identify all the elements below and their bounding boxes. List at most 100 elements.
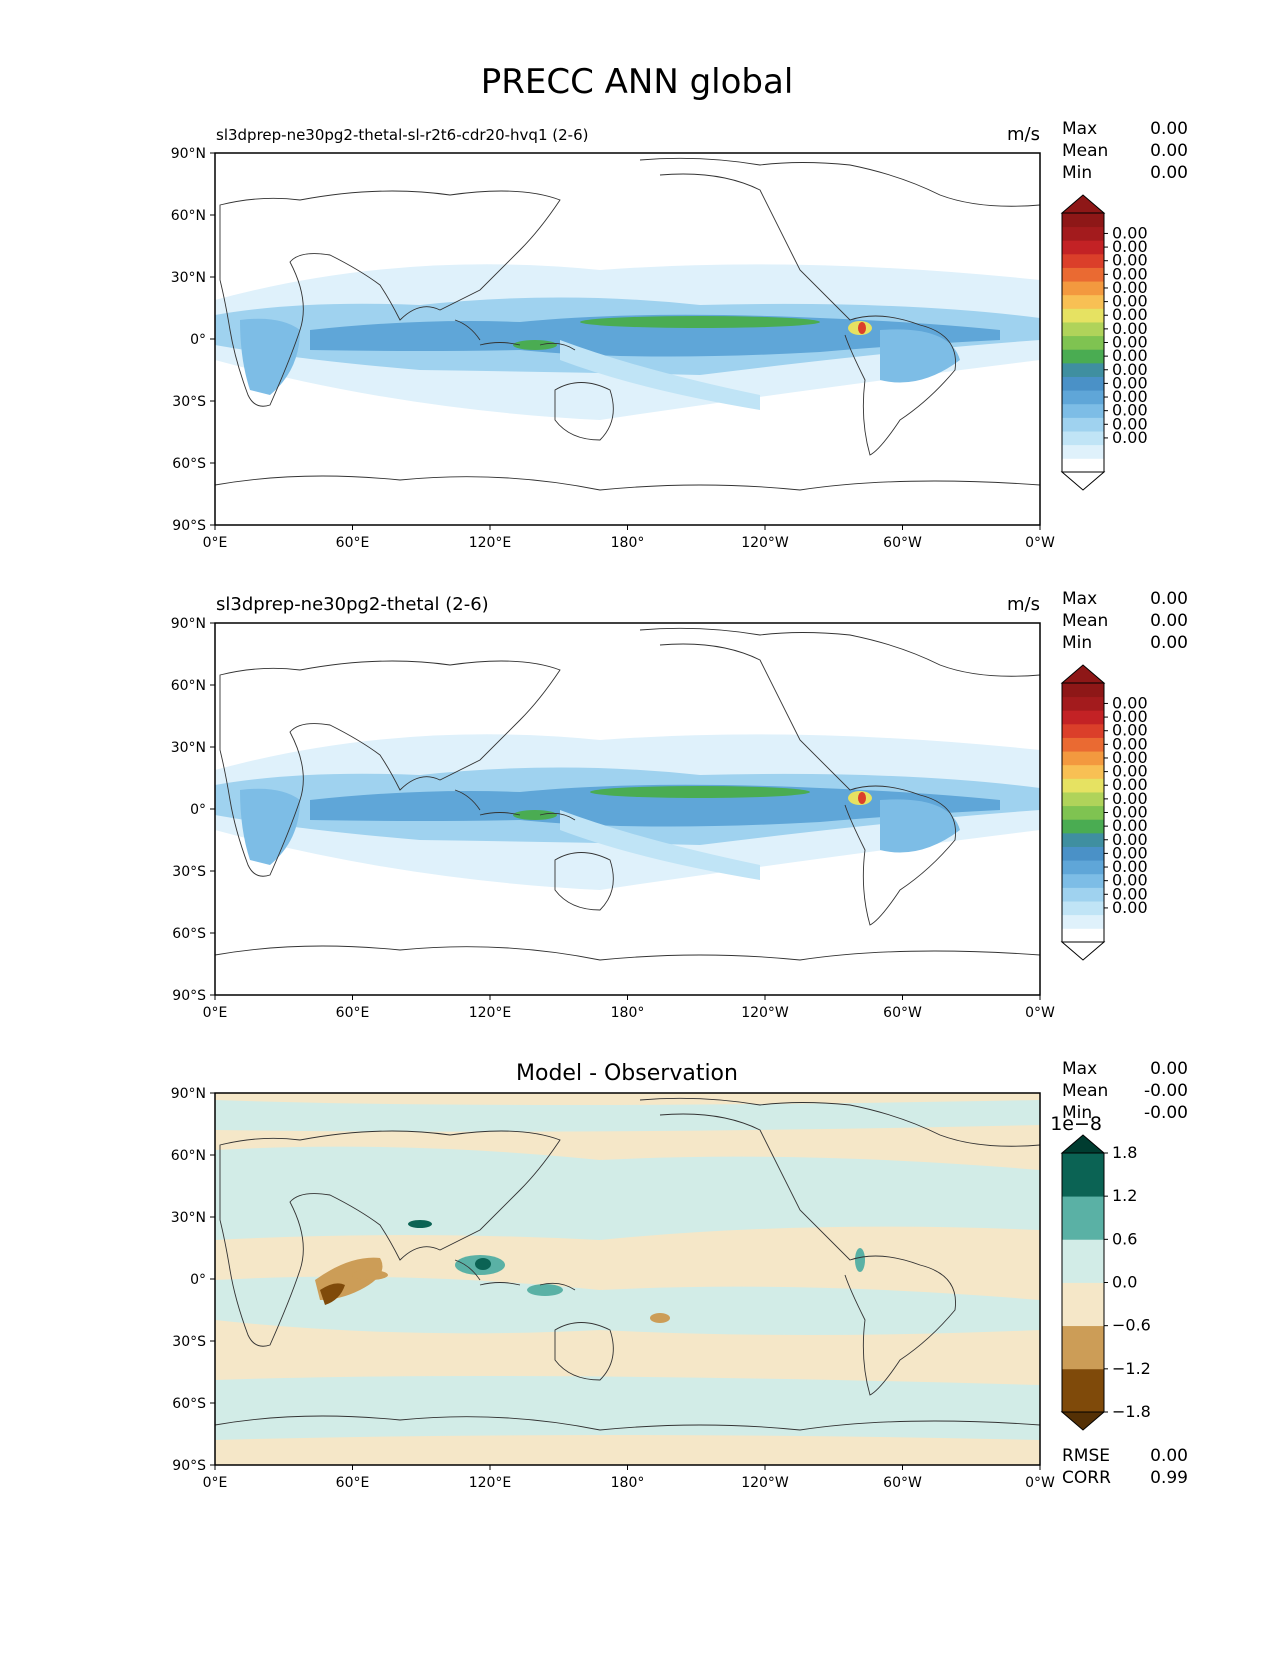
lat-tick-label: 90°N bbox=[171, 1086, 206, 1102]
colorbar-segment bbox=[1062, 308, 1104, 323]
colorbar-segment bbox=[1062, 431, 1104, 446]
lon-tick-label: 60°W bbox=[883, 1005, 922, 1021]
panel-1-stat-max-value: 0.00 bbox=[1150, 119, 1188, 139]
colorbar-segment bbox=[1062, 226, 1104, 241]
diff-positive-mid bbox=[215, 1146, 1040, 1240]
diff-positive-south bbox=[215, 1276, 1040, 1335]
panel-3: Model - Observation bbox=[171, 1059, 1188, 1491]
colorbar-tick-label: 0.00 bbox=[1112, 734, 1148, 753]
colorbar-segment bbox=[1062, 792, 1104, 807]
lat-tick-label: 30°S bbox=[172, 864, 206, 880]
lon-tick-label: 60°E bbox=[336, 1005, 370, 1021]
colorbar-tick-label: 0.00 bbox=[1112, 857, 1148, 876]
colorbar-segment bbox=[1062, 860, 1104, 875]
colorbar-tick-label: 0.00 bbox=[1112, 401, 1148, 420]
panel-3-stat-max-label: Max bbox=[1062, 1059, 1097, 1079]
colorbar-extend-high bbox=[1060, 194, 1106, 214]
colorbar-tick-label: −1.8 bbox=[1112, 1402, 1151, 1421]
colorbar-tick-label: 0.0 bbox=[1112, 1273, 1137, 1292]
lat-tick-label: 0° bbox=[190, 1272, 206, 1288]
colorbar-tick-label: 0.00 bbox=[1112, 346, 1148, 365]
colorbar-tick-label: 0.00 bbox=[1112, 693, 1148, 712]
panel-2-stat-min-value: 0.00 bbox=[1150, 633, 1188, 653]
panel-1: sl3dprep-ne30pg2-thetal-sl-r2t6-cdr20-hv… bbox=[171, 119, 1188, 551]
panel-3-corr-label: CORR bbox=[1062, 1468, 1111, 1488]
panel-1-stat-mean-value: 0.00 bbox=[1150, 141, 1188, 161]
panel-2-stat-min-label: Min bbox=[1062, 633, 1092, 653]
panel-1-left-title: sl3dprep-ne30pg2-thetal-sl-r2t6-cdr20-hv… bbox=[216, 126, 588, 144]
lon-tick-label: 120°W bbox=[741, 535, 789, 551]
panel-2-units: m/s bbox=[1007, 594, 1040, 615]
panel-3-stat-mean-label: Mean bbox=[1062, 1081, 1108, 1101]
colorbar-tick-label: 0.00 bbox=[1112, 803, 1148, 822]
panel-2-stat-mean-label: Mean bbox=[1062, 611, 1108, 631]
panel-3-rmse-label: RMSE bbox=[1062, 1446, 1110, 1466]
coastlines bbox=[215, 157, 1040, 491]
panel-3-corr-value: 0.99 bbox=[1150, 1468, 1188, 1488]
colorbar-segment bbox=[1062, 213, 1104, 228]
colorbar-tick-label: 0.00 bbox=[1112, 748, 1148, 767]
panel-3-rmse-value: 0.00 bbox=[1150, 1446, 1188, 1466]
colorbar-segment bbox=[1062, 723, 1104, 738]
colorbar-tick-label: 0.00 bbox=[1112, 305, 1148, 324]
colorbar-tick-label: 0.00 bbox=[1112, 830, 1148, 849]
colorbar-tick-label: 1.2 bbox=[1112, 1186, 1137, 1205]
colorbar-tick-label: 0.00 bbox=[1112, 373, 1148, 392]
colorbar-segment bbox=[1062, 294, 1104, 309]
colorbar-segment bbox=[1062, 281, 1104, 296]
colorbar-tick-label: 0.00 bbox=[1112, 292, 1148, 311]
panel-1-units: m/s bbox=[1007, 124, 1040, 145]
diff-positive-north bbox=[215, 1100, 1040, 1132]
panel-1-map bbox=[215, 153, 1040, 525]
colorbar-tick-label: 0.00 bbox=[1112, 333, 1148, 352]
colorbar-tick-label: 0.00 bbox=[1112, 319, 1148, 338]
colorbar-segment bbox=[1062, 710, 1104, 725]
colorbar-segment bbox=[1062, 751, 1104, 766]
panel-1-stat-max-label: Max bbox=[1062, 119, 1097, 139]
colorbar-segment bbox=[1062, 683, 1104, 698]
colorbar-tick-label: 0.00 bbox=[1112, 721, 1148, 740]
colorbar-segment bbox=[1062, 1153, 1104, 1197]
lat-tick-label: 0° bbox=[190, 332, 206, 348]
colorbar-segment bbox=[1062, 390, 1104, 405]
colorbar-tick-label: 0.00 bbox=[1112, 414, 1148, 433]
colorbar-tick-label: 0.00 bbox=[1112, 251, 1148, 270]
colorbar-segment bbox=[1062, 778, 1104, 793]
panel-1-stat-min-value: 0.00 bbox=[1150, 163, 1188, 183]
lon-tick-label: 60°E bbox=[336, 1475, 370, 1491]
colorbar-tick-label: 0.00 bbox=[1112, 843, 1148, 862]
diff-negative-pacific bbox=[650, 1313, 670, 1323]
precip-amazon bbox=[880, 329, 960, 383]
precip-band-strong bbox=[310, 314, 1000, 357]
colorbar-segment bbox=[1062, 444, 1104, 459]
panel-1-axes: 90°N 60°N 30°N 0° 30°S 60°S 90°S0°E 60°E 120°E 18… bbox=[171, 146, 1055, 551]
colorbar-segment bbox=[1062, 914, 1104, 929]
panel-3-stat-min-label: Min bbox=[1062, 1103, 1092, 1123]
lat-tick-label: 30°S bbox=[172, 394, 206, 410]
lat-tick-label: 60°S bbox=[172, 1396, 206, 1412]
panel-2-stat-max-label: Max bbox=[1062, 589, 1097, 609]
colorbar-segment bbox=[1062, 1239, 1104, 1283]
diff-positive-andes bbox=[855, 1248, 865, 1272]
diff-negative-africa-core bbox=[320, 1283, 345, 1305]
lat-tick-label: 60°S bbox=[172, 926, 206, 942]
lon-tick-label: 180° bbox=[611, 535, 645, 551]
colorbar-tick-label: 0.00 bbox=[1112, 707, 1148, 726]
lat-tick-label: 90°N bbox=[171, 146, 206, 162]
lat-tick-label: 60°S bbox=[172, 456, 206, 472]
lon-tick-label: 0°W bbox=[1025, 1475, 1055, 1491]
lat-tick-label: 90°S bbox=[172, 518, 206, 534]
lat-tick-label: 30°N bbox=[171, 1210, 206, 1226]
lon-tick-label: 60°W bbox=[883, 535, 922, 551]
diff-negative-indian bbox=[352, 1270, 388, 1280]
colorbar-segment bbox=[1062, 349, 1104, 364]
lat-tick-label: 30°N bbox=[171, 270, 206, 286]
lon-tick-label: 180° bbox=[611, 1005, 645, 1021]
colorbar-tick-label: 0.00 bbox=[1112, 884, 1148, 903]
lat-tick-label: 30°N bbox=[171, 740, 206, 756]
panel-3-colorbar: 1.8 1.2 0.6 0.0 −0.6 −1.2 −1.8 bbox=[1060, 1134, 1151, 1431]
colorbar-tick-label: 0.00 bbox=[1112, 360, 1148, 379]
colorbar-extend-high bbox=[1060, 664, 1106, 684]
panel-1-stat-min-label: Min bbox=[1062, 163, 1092, 183]
